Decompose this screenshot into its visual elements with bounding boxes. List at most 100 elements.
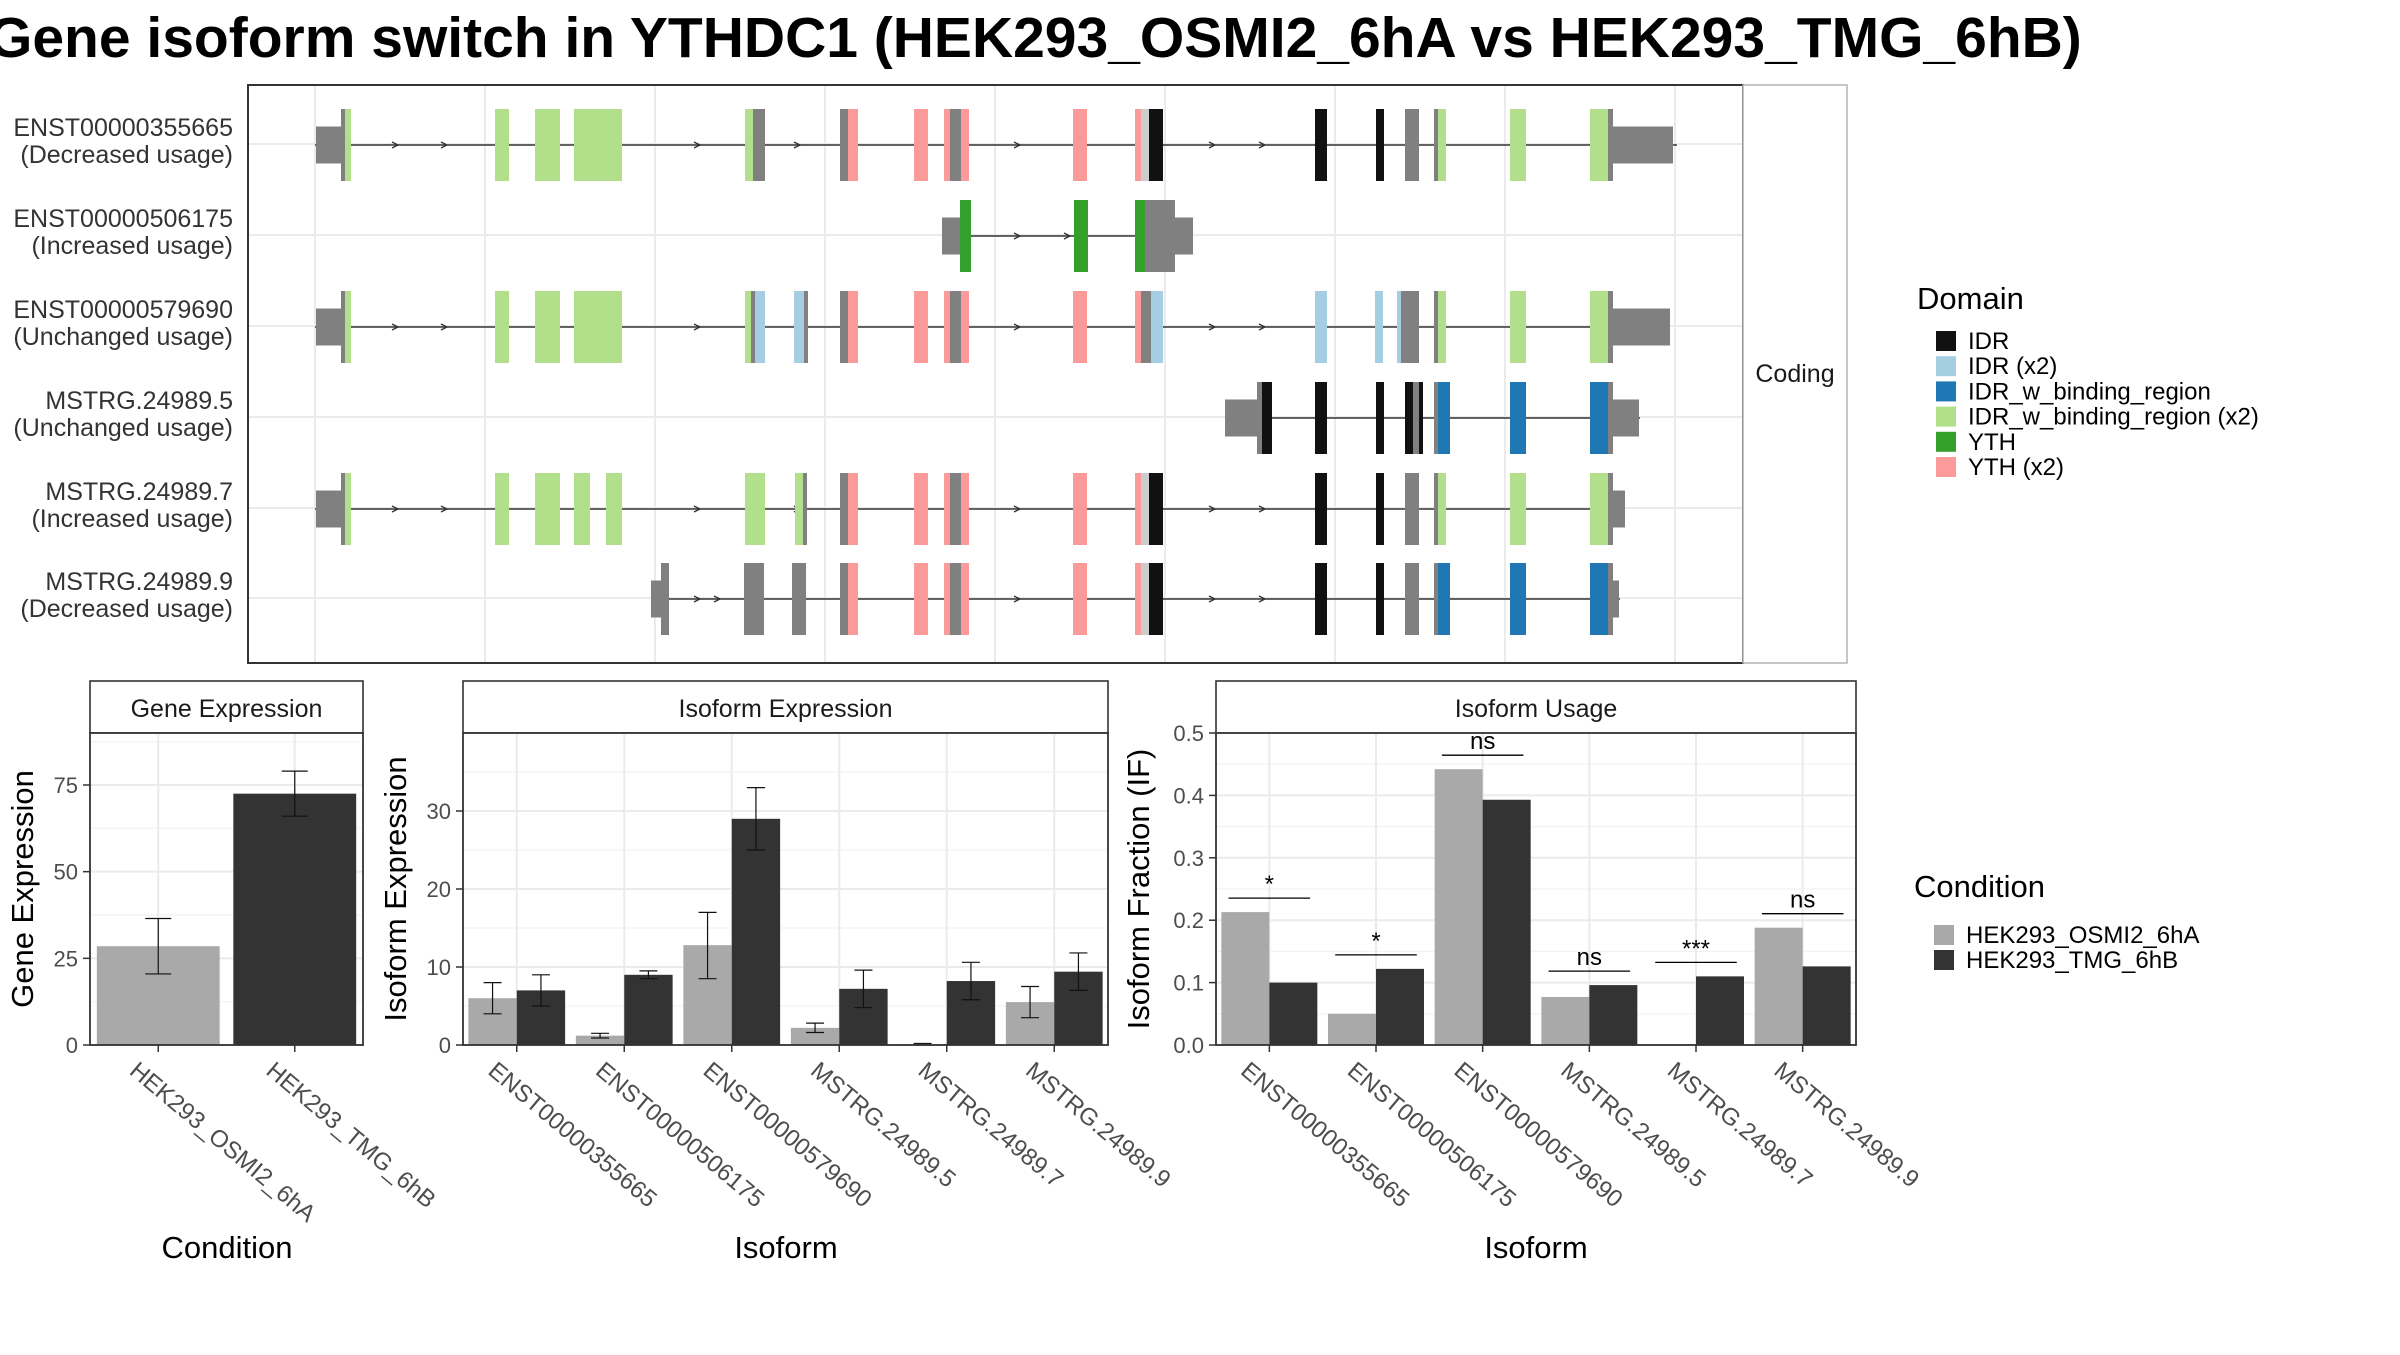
coding-exon xyxy=(961,563,969,635)
bar xyxy=(1221,912,1270,1045)
coding-exon xyxy=(1438,473,1446,545)
coding-exon xyxy=(1608,291,1613,363)
coding-exon xyxy=(794,291,804,363)
significance-label: *** xyxy=(1682,935,1710,962)
coding-exon xyxy=(1510,473,1526,545)
direction-arrow xyxy=(1258,141,1267,149)
panel-border xyxy=(462,732,1109,1046)
structure-gridlines xyxy=(314,86,1676,662)
x-axis-title: Isoform xyxy=(1484,1230,1587,1265)
y-tick-label: 0.2 xyxy=(1173,908,1204,933)
direction-arrow xyxy=(693,323,702,331)
coding-exon xyxy=(1405,382,1413,454)
panel-border xyxy=(1215,732,1857,1046)
bar xyxy=(1696,976,1744,1045)
bar xyxy=(1541,996,1590,1045)
domain-legend-swatch xyxy=(1936,381,1956,402)
coding-exon xyxy=(661,563,669,635)
utr-exon xyxy=(316,490,342,528)
coding-exon xyxy=(1401,291,1419,363)
utr-exon xyxy=(316,126,342,164)
utr-exon xyxy=(1613,308,1670,346)
isoform-usage-label: (Increased usage) xyxy=(31,232,233,260)
domain-legend-swatch xyxy=(1936,331,1956,351)
coding-exon xyxy=(1376,382,1384,454)
direction-arrow xyxy=(1013,595,1022,603)
condition-legend-title: Condition xyxy=(1914,869,2045,904)
coding-exon xyxy=(944,473,950,545)
direction-arrow xyxy=(1258,505,1267,513)
direction-arrow xyxy=(1208,505,1217,513)
coding-exon xyxy=(1434,291,1438,363)
coding-exon xyxy=(961,109,969,181)
coding-exon xyxy=(803,473,807,545)
coding-exon xyxy=(1434,382,1438,454)
coding-exon xyxy=(1315,291,1327,363)
coding-exon xyxy=(1438,382,1450,454)
coding-exon xyxy=(792,563,806,635)
coding-exon xyxy=(341,291,345,363)
condition-legend-swatch xyxy=(1934,950,1954,970)
coding-exon xyxy=(574,291,622,363)
condition-legend-label: HEK293_OSMI2_6hA xyxy=(1966,922,2199,949)
direction-arrow xyxy=(693,505,702,513)
coding-exon xyxy=(744,563,764,635)
domain-legend-label: IDR_w_binding_region xyxy=(1968,378,2211,405)
coding-exon xyxy=(1315,109,1327,181)
isoform-tracks xyxy=(249,109,1742,635)
coding-exon xyxy=(1510,382,1526,454)
coding-exon xyxy=(1149,473,1163,545)
isoform-expression-chart: Isoform Expression0102030ENST00000355665… xyxy=(378,680,1176,1265)
coding-exon xyxy=(341,109,345,181)
y-tick-label: 25 xyxy=(54,946,78,971)
utr-exon xyxy=(1613,126,1673,164)
structure-facet-strip xyxy=(1742,84,1848,664)
coding-exon xyxy=(1590,291,1608,363)
coding-exon xyxy=(1151,291,1163,363)
coding-exon xyxy=(1376,109,1384,181)
coding-exon xyxy=(1073,473,1087,545)
direction-arrow xyxy=(1208,323,1217,331)
coding-exon xyxy=(345,473,351,545)
bar xyxy=(1434,769,1483,1045)
coding-exon xyxy=(1375,291,1383,363)
direction-arrow xyxy=(1258,323,1267,331)
coding-exon xyxy=(1405,563,1419,635)
bar xyxy=(1589,985,1638,1045)
coding-exon xyxy=(345,291,351,363)
panel-strip-title: Gene Expression xyxy=(131,695,323,723)
coding-exon xyxy=(495,473,509,545)
significance-label: * xyxy=(1265,871,1274,898)
coding-exon xyxy=(1145,200,1175,272)
y-tick-label: 0.0 xyxy=(1173,1033,1204,1058)
condition-legend-swatch xyxy=(1934,925,1954,945)
coding-exon xyxy=(1135,291,1141,363)
coding-exon xyxy=(1405,109,1419,181)
coding-exon xyxy=(1135,200,1145,272)
coding-exon xyxy=(341,473,345,545)
coding-exon xyxy=(1590,473,1608,545)
bar xyxy=(731,818,781,1045)
coding-exon xyxy=(574,109,622,181)
direction-arrow xyxy=(391,505,400,513)
coding-exon xyxy=(745,473,765,545)
coding-exon xyxy=(1608,473,1613,545)
coding-exon xyxy=(1073,109,1087,181)
bar xyxy=(1754,927,1803,1045)
coding-exon xyxy=(574,473,590,545)
isoform-usage-label: (Unchanged usage) xyxy=(13,323,233,351)
direction-arrow xyxy=(1208,595,1217,603)
coding-exon xyxy=(1141,109,1149,181)
domain-legend-label: IDR_w_binding_region (x2) xyxy=(1968,404,2259,431)
domain-legend-swatch xyxy=(1936,431,1956,452)
coding-exon xyxy=(848,563,858,635)
isoform-usage-label: (Increased usage) xyxy=(31,505,233,533)
direction-arrow xyxy=(1063,232,1072,240)
coding-exon xyxy=(944,563,950,635)
domain-legend-label: IDR (x2) xyxy=(1968,353,2057,380)
coding-exon xyxy=(535,291,560,363)
coding-exon xyxy=(960,200,971,272)
coding-exon xyxy=(944,109,950,181)
x-axis-title: Isoform xyxy=(734,1230,837,1265)
